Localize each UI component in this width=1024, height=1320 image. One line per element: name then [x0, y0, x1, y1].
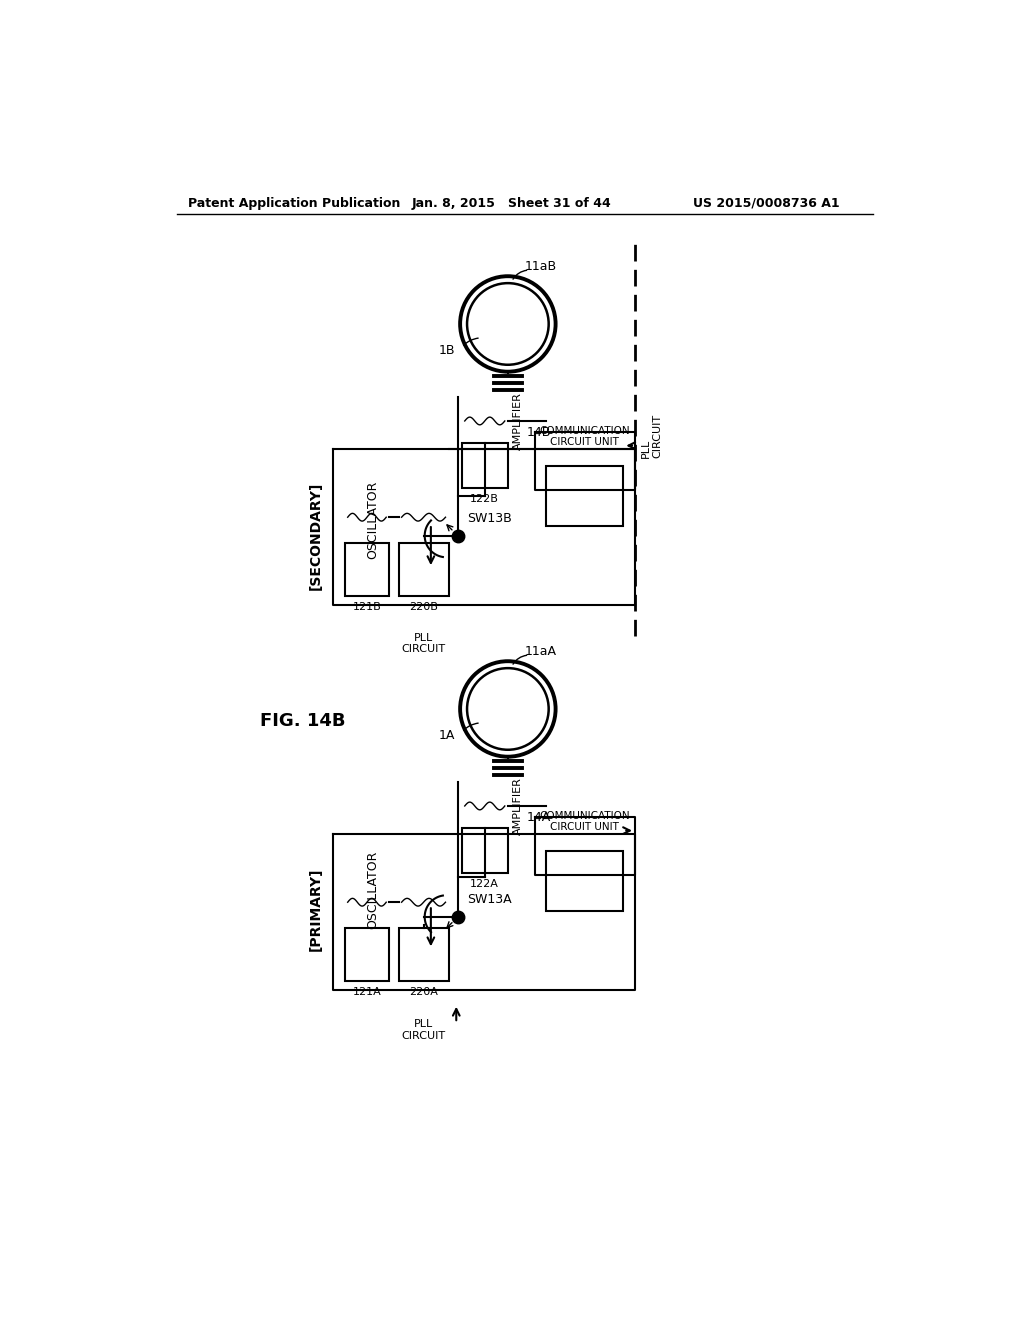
- Text: 121A: 121A: [352, 987, 381, 997]
- Text: 1A: 1A: [438, 730, 455, 742]
- Text: 122A: 122A: [470, 879, 499, 890]
- Text: PLL
CIRCUIT: PLL CIRCUIT: [401, 632, 445, 655]
- Bar: [345, 544, 389, 595]
- Text: AMPLIFIER: AMPLIFIER: [512, 392, 522, 450]
- Text: 121B: 121B: [352, 602, 381, 612]
- Text: US 2015/0008736 A1: US 2015/0008736 A1: [692, 197, 840, 210]
- Circle shape: [467, 284, 549, 364]
- Bar: [462, 829, 508, 873]
- Text: [SECONDARY]: [SECONDARY]: [308, 482, 323, 590]
- Text: PLL
CIRCUIT: PLL CIRCUIT: [641, 413, 663, 458]
- Text: Patent Application Publication: Patent Application Publication: [188, 197, 400, 210]
- Text: 14B: 14B: [526, 426, 551, 440]
- Bar: [547, 851, 624, 911]
- Text: AMPLIFIER: AMPLIFIER: [512, 777, 522, 836]
- Circle shape: [460, 661, 556, 756]
- Text: COMMUNICATION
CIRCUIT UNIT: COMMUNICATION CIRCUIT UNIT: [540, 425, 630, 447]
- Bar: [398, 928, 449, 981]
- Text: SW13B: SW13B: [467, 512, 512, 525]
- Text: FIG. 14B: FIG. 14B: [260, 711, 345, 730]
- Bar: [547, 466, 624, 527]
- Bar: [345, 928, 389, 981]
- Text: 11aB: 11aB: [524, 260, 557, 273]
- Text: Jan. 8, 2015   Sheet 31 of 44: Jan. 8, 2015 Sheet 31 of 44: [412, 197, 611, 210]
- Bar: [462, 444, 508, 488]
- Text: 122B: 122B: [470, 494, 499, 504]
- Text: OSCILLATOR: OSCILLATOR: [367, 480, 380, 560]
- Text: 220A: 220A: [410, 987, 438, 997]
- Text: 220B: 220B: [410, 602, 438, 612]
- Circle shape: [460, 276, 556, 372]
- Text: [PRIMARY]: [PRIMARY]: [308, 867, 323, 950]
- Text: 1B: 1B: [438, 345, 455, 358]
- Text: 11aA: 11aA: [524, 644, 557, 657]
- Circle shape: [467, 668, 549, 750]
- Bar: [398, 544, 449, 595]
- Text: COMMUNICATION
CIRCUIT UNIT: COMMUNICATION CIRCUIT UNIT: [540, 810, 630, 832]
- Text: 14A: 14A: [526, 810, 551, 824]
- Text: OSCILLATOR: OSCILLATOR: [367, 850, 380, 929]
- Text: PLL
CIRCUIT: PLL CIRCUIT: [401, 1019, 445, 1041]
- Text: SW13A: SW13A: [467, 894, 512, 907]
